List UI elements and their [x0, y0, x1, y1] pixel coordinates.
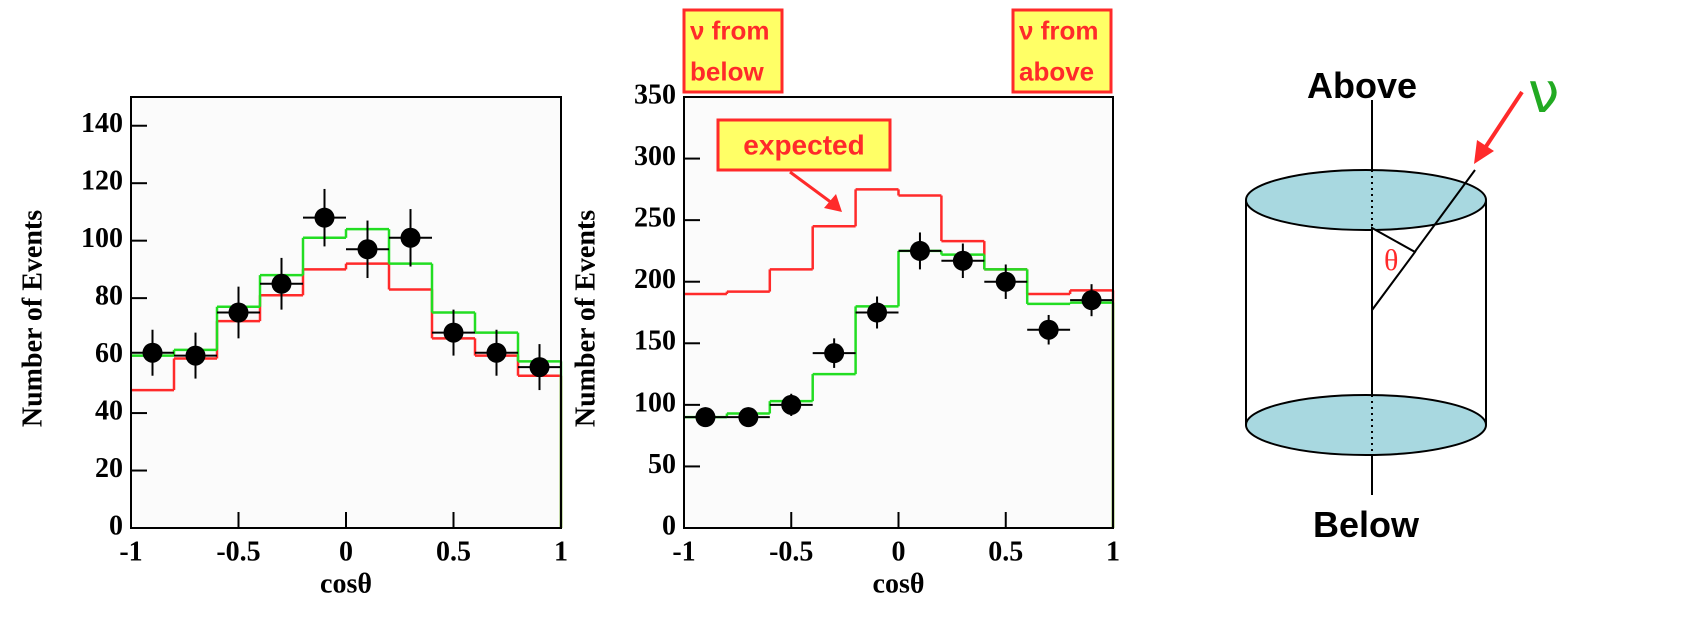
- data-point: [529, 357, 550, 378]
- data-point: [486, 342, 507, 363]
- x-tick-label: 1: [554, 536, 568, 567]
- y-tick-label: 350: [634, 79, 676, 110]
- x-tick-label: 0.5: [988, 536, 1023, 567]
- annotation-box: [682, 8, 784, 94]
- data-point: [271, 273, 292, 294]
- x-tick-label: -1: [672, 536, 695, 567]
- data-point: [1038, 319, 1059, 340]
- y-tick-label: 120: [81, 166, 123, 197]
- data-point: [443, 322, 464, 343]
- plot-frame: [683, 96, 1114, 529]
- annotation-box: [1011, 8, 1113, 94]
- x-tick-label: 0: [892, 536, 906, 567]
- data-point: [314, 207, 335, 228]
- arrow-head: [824, 194, 842, 212]
- cylinder-bottom-back: [1245, 394, 1487, 426]
- cylinder-bottom-front: [1245, 424, 1487, 456]
- angle-wedge: [1371, 226, 1417, 314]
- data-point: [995, 271, 1016, 292]
- data-point: [738, 407, 759, 428]
- y-tick-label: 20: [95, 453, 123, 484]
- y-tick-label: 140: [81, 108, 123, 139]
- annotation-text: ν from: [690, 15, 769, 45]
- data-point: [357, 239, 378, 260]
- data-point: [824, 343, 845, 364]
- y-tick-label: 50: [648, 449, 676, 480]
- data-point: [1081, 290, 1102, 311]
- neutrino-arrow: [1483, 90, 1524, 150]
- chart: 0 50 100 150 200 250 300 350 -1 -0.5 0 0.5 1 cosθ Numb…: [570, 8, 1120, 599]
- above-label: Above: [1307, 65, 1417, 106]
- arrow-head: [1474, 140, 1494, 164]
- data-point: [142, 342, 163, 363]
- data-point: [952, 250, 973, 271]
- y-tick-label: 40: [95, 395, 123, 426]
- annotation-text: below: [690, 56, 764, 86]
- x-tick-label: -0.5: [216, 536, 260, 567]
- y-axis-label: Number of Events: [17, 210, 48, 427]
- x-axis-label: cosθ: [320, 568, 372, 599]
- y-axis-label: Number of Events: [570, 210, 601, 427]
- nu-label: ν: [1528, 61, 1559, 126]
- data-point: [400, 227, 421, 248]
- y-tick-label: 60: [95, 338, 123, 369]
- x-tick-label: 1: [1106, 536, 1120, 567]
- data-point: [228, 302, 249, 323]
- annotation-text: ν from: [1019, 15, 1098, 45]
- cylinder-body: [1246, 200, 1486, 425]
- x-tick-label: -0.5: [769, 536, 813, 567]
- annotation-text: above: [1019, 56, 1094, 86]
- x-tick-label: 0.5: [436, 536, 471, 567]
- y-tick-label: 0: [109, 510, 123, 541]
- x-axis-label: cosθ: [873, 568, 925, 599]
- y-tick-label: 80: [95, 281, 123, 312]
- y-tick-label: 0: [662, 510, 676, 541]
- annotation-box: [716, 118, 892, 172]
- x-tick-label: -1: [119, 536, 142, 567]
- y-tick-label: 150: [634, 326, 676, 357]
- data-point: [695, 407, 716, 428]
- data-point: [185, 345, 206, 366]
- annotation-text: expected: [743, 129, 864, 160]
- y-tick-label: 200: [634, 264, 676, 295]
- data-point: [867, 302, 888, 323]
- plot-frame: [130, 96, 562, 529]
- chart: 0 20 40 60 80 100 120 140 -1 -0.5 0 0.5 1 cosθ Number …: [17, 96, 568, 599]
- y-tick-label: 250: [634, 203, 676, 234]
- data-point: [909, 240, 930, 261]
- detector-diagram: θ Above Below ν: [1245, 61, 1559, 545]
- cylinder-top: [1245, 169, 1487, 231]
- y-tick-label: 100: [634, 387, 676, 418]
- y-tick-label: 100: [81, 223, 123, 254]
- plot-area: [131, 97, 561, 528]
- y-tick-label: 300: [634, 141, 676, 172]
- x-tick-label: 0: [339, 536, 353, 567]
- below-label: Below: [1313, 504, 1420, 545]
- data-point: [781, 394, 802, 415]
- annotation-arrow: [789, 170, 837, 208]
- theta-label: θ: [1384, 244, 1398, 277]
